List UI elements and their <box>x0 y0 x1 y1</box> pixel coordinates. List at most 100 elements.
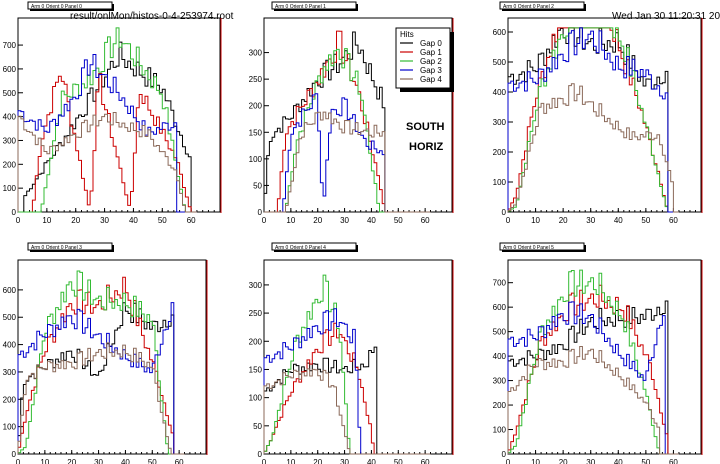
y-tick-label: 150 <box>249 365 263 374</box>
y-tick-label: 200 <box>3 160 17 169</box>
y-tick-label: 200 <box>493 401 507 410</box>
x-tick-label: 60 <box>175 458 184 464</box>
x-tick-label: 50 <box>641 216 650 225</box>
x-tick-label: 10 <box>531 458 540 464</box>
x-tick-label: 30 <box>100 216 109 225</box>
panel-title: Arm 0 Orient 0 Panel 3 <box>31 245 82 251</box>
x-tick-label: 0 <box>506 458 511 464</box>
x-tick-label: 50 <box>641 458 650 464</box>
panel-1: Arm 0 Orient 0 Panel 1 0 10 20 30 40 50 60 0 50 10… <box>249 1 454 225</box>
x-tick-label: 40 <box>121 458 130 464</box>
y-tick-label: 300 <box>249 281 263 290</box>
y-tick-label: 200 <box>249 337 263 346</box>
y-tick-label: 0 <box>502 208 507 217</box>
y-tick-label: 700 <box>3 41 17 50</box>
series-gap-3 <box>17 54 197 213</box>
x-tick-label: 60 <box>669 458 678 464</box>
x-tick-label: 40 <box>129 216 138 225</box>
x-tick-label: 20 <box>313 216 322 225</box>
panel-5: Arm 0 Orient 0 Panel 50 10 20 30 40 50 6001002… <box>493 242 703 464</box>
series-gap-4 <box>263 368 431 455</box>
filename-label: result/onlMon/histos-0-4-253974.root <box>70 11 234 22</box>
x-tick-label: 40 <box>367 216 376 225</box>
x-tick-label: 20 <box>71 216 80 225</box>
panel-title: Arm 0 Orient 0 Panel 2 <box>503 4 554 10</box>
x-tick-label: 30 <box>586 216 595 225</box>
x-tick-label: 20 <box>313 458 322 464</box>
panel-title-box <box>271 1 357 10</box>
series-gap-4 <box>17 112 197 213</box>
y-tick-label: 300 <box>493 377 507 386</box>
y-tick-label: 50 <box>253 422 262 431</box>
panel-title: Arm 0 Orient 0 Panel 5 <box>503 245 554 251</box>
legend-title: Hits <box>400 30 414 39</box>
x-tick-label: 0 <box>16 458 21 464</box>
panel-0: Arm 0 Orient 0 Panel 00 10 20 30 40 50 6001002… <box>3 1 222 225</box>
series-gap-3 <box>507 301 679 455</box>
y-tick-label: 500 <box>3 313 17 322</box>
x-tick-label: 30 <box>340 458 349 464</box>
y-tick-label: 0 <box>12 208 17 217</box>
x-tick-label: 10 <box>286 458 295 464</box>
y-tick-label: 300 <box>3 368 17 377</box>
panel-4: Arm 0 Orient 0 Panel 4 0 10 20 30 40 50 60 0 50 10… <box>249 242 454 464</box>
y-tick-label: 250 <box>249 309 263 318</box>
panel-title-box <box>499 242 585 251</box>
y-tick-label: 300 <box>3 136 17 145</box>
panel-title-box <box>271 242 357 251</box>
y-tick-label: 400 <box>493 352 507 361</box>
x-tick-label: 10 <box>531 216 540 225</box>
legend-entry: Gap 0 <box>420 39 442 48</box>
panel-title-box <box>27 242 113 251</box>
y-tick-label: 500 <box>493 328 507 337</box>
y-tick-label: 150 <box>249 128 263 137</box>
y-tick-label: 0 <box>258 208 263 217</box>
x-tick-label: 50 <box>158 216 167 225</box>
y-tick-label: 600 <box>493 303 507 312</box>
x-tick-label: 0 <box>262 216 267 225</box>
series-gap-4 <box>507 83 679 213</box>
x-tick-label: 10 <box>42 216 51 225</box>
panel-2: Arm 0 Orient 0 Panel 20 10 20 30 40 50 6001002… <box>493 1 703 225</box>
series-gap-3 <box>17 302 185 455</box>
overlay-horiz: HORIZ <box>409 141 444 153</box>
x-tick-label: 10 <box>40 458 49 464</box>
x-tick-label: 40 <box>614 216 623 225</box>
legend-entry: Gap 2 <box>420 57 442 66</box>
series-gap-4 <box>507 346 679 455</box>
x-tick-label: 60 <box>421 458 430 464</box>
series-gap-1 <box>507 284 679 455</box>
y-tick-label: 0 <box>12 450 17 459</box>
y-tick-label: 600 <box>3 65 17 74</box>
plot-frame <box>263 17 453 213</box>
panel-title-box <box>499 1 585 10</box>
legend-entry: Gap 1 <box>420 48 442 57</box>
x-tick-label: 20 <box>559 216 568 225</box>
x-tick-label: 20 <box>559 458 568 464</box>
y-tick-label: 200 <box>3 395 17 404</box>
panel-title: Arm 0 Orient 0 Panel 4 <box>275 245 326 251</box>
x-tick-label: 30 <box>586 458 595 464</box>
panel-title-box <box>27 1 113 10</box>
series-gap-1 <box>17 276 185 455</box>
x-tick-label: 30 <box>340 216 349 225</box>
y-tick-label: 0 <box>502 450 507 459</box>
y-tick-label: 400 <box>3 113 17 122</box>
y-tick-label: 50 <box>253 181 262 190</box>
y-tick-label: 300 <box>249 49 263 58</box>
series-gap-2 <box>507 27 679 213</box>
x-tick-label: 20 <box>67 458 76 464</box>
datetime-label: Wed Jan 30 11:20:31 2008 <box>612 11 720 22</box>
y-tick-label: 100 <box>3 184 17 193</box>
x-tick-label: 30 <box>94 458 103 464</box>
series-gap-4 <box>264 111 431 213</box>
y-tick-label: 500 <box>493 58 507 67</box>
plot-frame <box>507 259 702 455</box>
series-gap-2 <box>18 27 197 213</box>
x-tick-label: 0 <box>16 216 21 225</box>
y-tick-label: 200 <box>249 102 263 111</box>
y-tick-label: 300 <box>493 118 507 127</box>
x-tick-label: 50 <box>148 458 157 464</box>
series-gap-4 <box>17 342 185 455</box>
